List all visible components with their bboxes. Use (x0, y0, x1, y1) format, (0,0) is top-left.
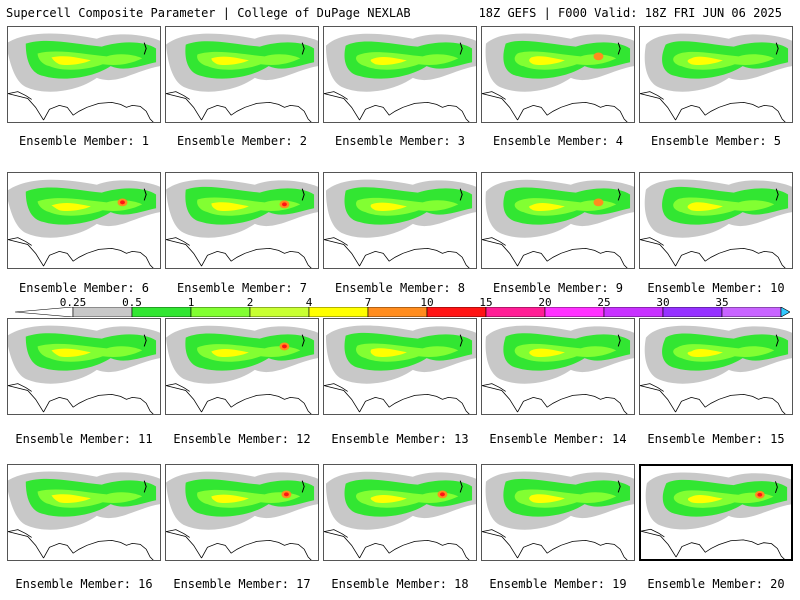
colorbar-tick-label-1: 0.25 (59, 296, 87, 309)
colorbar-segment-10 (603, 307, 664, 317)
ensemble-member-label-3: Ensemble Member: 3 (334, 134, 466, 148)
colorbar-tick-label-3: 1 (187, 296, 195, 309)
colorbar-tick-label-2: 0.5 (122, 296, 142, 309)
colorbar-segment-5 (308, 307, 369, 317)
colorbar-tick-label-6: 7 (364, 296, 372, 309)
ensemble-member-panel-18[interactable] (323, 464, 477, 561)
member-map-15 (640, 325, 792, 414)
ensemble-member-label-18: Ensemble Member: 18 (331, 577, 469, 591)
colorbar-tick-label-10: 25 (597, 296, 611, 309)
colorbar-segment-6 (367, 307, 428, 317)
ensemble-member-label-13: Ensemble Member: 13 (331, 432, 469, 446)
color-scale-bar (15, 307, 790, 317)
ensemble-member-label-9: Ensemble Member: 9 (492, 281, 624, 295)
colorbar-tick-label-12: 35 (715, 296, 729, 309)
ensemble-member-panel-17[interactable] (165, 464, 319, 561)
ensemble-member-label-15: Ensemble Member: 15 (647, 432, 785, 446)
ensemble-member-label-7: Ensemble Member: 7 (176, 281, 308, 295)
ensemble-member-panel-15[interactable] (639, 318, 793, 415)
ensemble-member-panel-7[interactable] (165, 172, 319, 269)
colorbar-segment-3 (190, 307, 251, 317)
ensemble-member-label-19: Ensemble Member: 19 (489, 577, 627, 591)
colorbar-segment-12 (721, 307, 782, 317)
member-map-1 (8, 33, 160, 122)
chart-title: Supercell Composite Parameter | College … (6, 6, 411, 20)
ensemble-member-panel-2[interactable] (165, 26, 319, 123)
colorbar-tick-label-9: 20 (538, 296, 552, 309)
colorbar-tick-label-5: 4 (305, 296, 313, 309)
member-map-5 (640, 33, 792, 122)
ensemble-member-label-16: Ensemble Member: 16 (15, 577, 153, 591)
member-map-12 (166, 325, 318, 414)
colorbar-tick-label-7: 10 (420, 296, 434, 309)
ensemble-member-panel-11[interactable] (7, 318, 161, 415)
member-map-2 (166, 33, 318, 122)
colorbar-segment-4 (249, 307, 310, 317)
member-map-17 (166, 471, 318, 560)
member-map-13 (324, 325, 476, 414)
ensemble-member-panel-14[interactable] (481, 318, 635, 415)
ensemble-member-panel-20[interactable] (639, 464, 793, 561)
ensemble-member-panel-10[interactable] (639, 172, 793, 269)
colorbar-segment-8 (485, 307, 546, 317)
member-map-10 (640, 179, 792, 268)
valid-time-label: 18Z GEFS | F000 Valid: 18Z FRI JUN 06 20… (478, 6, 782, 20)
member-map-4 (482, 33, 634, 122)
member-map-19 (482, 471, 634, 560)
ensemble-member-label-1: Ensemble Member: 1 (18, 134, 150, 148)
ensemble-member-panel-9[interactable] (481, 172, 635, 269)
ensemble-member-panel-13[interactable] (323, 318, 477, 415)
member-map-3 (324, 33, 476, 122)
ensemble-member-label-5: Ensemble Member: 5 (650, 134, 782, 148)
ensemble-member-panel-16[interactable] (7, 464, 161, 561)
ensemble-member-label-4: Ensemble Member: 4 (492, 134, 624, 148)
ensemble-member-panel-5[interactable] (639, 26, 793, 123)
ensemble-member-panel-6[interactable] (7, 172, 161, 269)
member-map-8 (324, 179, 476, 268)
ensemble-member-label-12: Ensemble Member: 12 (173, 432, 311, 446)
ensemble-member-label-8: Ensemble Member: 8 (334, 281, 466, 295)
ensemble-member-label-10: Ensemble Member: 10 (647, 281, 785, 295)
member-map-7 (166, 179, 318, 268)
ensemble-member-label-6: Ensemble Member: 6 (18, 281, 150, 295)
colorbar-tick-label-4: 2 (246, 296, 254, 309)
ensemble-member-panel-12[interactable] (165, 318, 319, 415)
member-map-16 (8, 471, 160, 560)
member-map-11 (8, 325, 160, 414)
member-map-20 (641, 472, 791, 559)
ensemble-member-label-11: Ensemble Member: 11 (15, 432, 153, 446)
colorbar-segment-13 (780, 307, 790, 317)
member-map-14 (482, 325, 634, 414)
colorbar-segment-11 (662, 307, 723, 317)
ensemble-member-panel-19[interactable] (481, 464, 635, 561)
colorbar-tick-label-8: 15 (479, 296, 493, 309)
colorbar-segment-9 (544, 307, 605, 317)
ensemble-member-label-14: Ensemble Member: 14 (489, 432, 627, 446)
ensemble-member-panel-3[interactable] (323, 26, 477, 123)
member-map-18 (324, 471, 476, 560)
colorbar-tick-label-11: 30 (656, 296, 670, 309)
member-map-9 (482, 179, 634, 268)
colorbar-segment-7 (426, 307, 487, 317)
ensemble-member-label-17: Ensemble Member: 17 (173, 577, 311, 591)
ensemble-member-panel-1[interactable] (7, 26, 161, 123)
ensemble-member-panel-8[interactable] (323, 172, 477, 269)
ensemble-member-label-2: Ensemble Member: 2 (176, 134, 308, 148)
member-map-6 (8, 179, 160, 268)
ensemble-member-label-20: Ensemble Member: 20 (647, 577, 785, 591)
ensemble-member-panel-4[interactable] (481, 26, 635, 123)
